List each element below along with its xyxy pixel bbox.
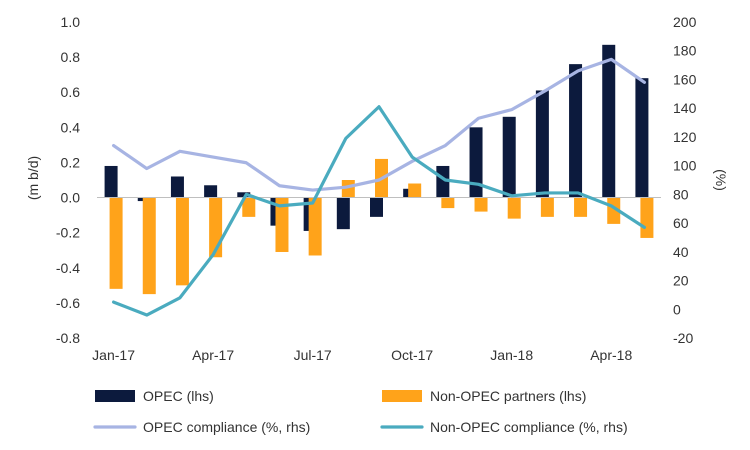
bar-non-opec-2 — [175, 197, 189, 286]
x-tick-label: Oct-17 — [391, 347, 433, 363]
left-tick-label: 1.0 — [61, 14, 81, 30]
legend-label-opec: OPEC (lhs) — [143, 388, 214, 404]
left-tick-label: 0.8 — [61, 49, 81, 65]
right-tick-label: 180 — [673, 43, 697, 59]
bar-non-opec-6 — [308, 197, 322, 256]
left-tick-label: -0.8 — [56, 330, 80, 346]
legend-label-opec-compliance: OPEC compliance (%, rhs) — [143, 419, 310, 435]
bar-non-opec-14 — [574, 197, 588, 217]
right-tick-label: 160 — [673, 71, 697, 87]
bar-non-opec-16 — [640, 197, 654, 238]
bar-opec-7 — [336, 197, 350, 230]
bar-opec-11 — [469, 127, 483, 198]
bar-opec-15 — [602, 44, 616, 198]
bar-opec-13 — [535, 90, 549, 198]
bar-opec-16 — [635, 78, 649, 198]
line-opec-compliance — [111, 57, 647, 192]
legend-swatch-non-opec-partners — [382, 390, 422, 402]
left-tick-label: 0.0 — [61, 190, 81, 206]
line-non-opec-compliance — [111, 105, 647, 317]
right-tick-label: 40 — [673, 244, 689, 260]
left-tick-label: 0.4 — [61, 119, 81, 135]
bar-group — [97, 44, 661, 295]
left-tick-label: 0.6 — [61, 84, 81, 100]
bar-non-opec-13 — [540, 197, 554, 217]
right-tick-label: 100 — [673, 158, 697, 174]
bar-non-opec-11 — [474, 197, 488, 212]
x-axis: Jan-17 Apr-17 Jul-17 Oct-17 Jan-18 Apr-18 — [92, 347, 632, 363]
left-tick-label: -0.4 — [56, 260, 80, 276]
bar-opec-3 — [204, 185, 218, 198]
x-tick-label: Jan-17 — [92, 347, 135, 363]
legend-label-non-opec-compliance: Non-OPEC compliance (%, rhs) — [430, 419, 628, 435]
y-axis-title-right: (%) — [713, 169, 729, 191]
legend: OPEC (lhs) Non-OPEC partners (lhs) OPEC co… — [93, 388, 628, 435]
left-tick-label: -0.2 — [56, 225, 80, 241]
legend-label-non-opec-partners: Non-OPEC partners (lhs) — [430, 388, 586, 404]
bar-non-opec-1 — [142, 197, 156, 295]
right-tick-label: 200 — [673, 14, 697, 30]
right-tick-label: 120 — [673, 129, 697, 145]
bar-non-opec-5 — [275, 197, 289, 252]
left-axis: 1.0 0.8 0.6 0.4 0.2 0.0 -0.2 -0.4 -0.6 -0.8 — [56, 14, 80, 346]
bar-opec-12 — [502, 116, 516, 198]
x-tick-label: Apr-18 — [590, 347, 632, 363]
y-axis-title-left: (m b/d) — [25, 156, 41, 200]
right-tick-label: 140 — [673, 100, 697, 116]
x-tick-label: Apr-17 — [192, 347, 234, 363]
bar-opec-2 — [170, 176, 184, 198]
bar-opec-0 — [104, 165, 118, 198]
bar-non-opec-0 — [109, 197, 123, 289]
x-tick-label: Jan-18 — [490, 347, 533, 363]
right-tick-label: 20 — [673, 273, 689, 289]
bar-opec-4 — [237, 192, 251, 198]
x-tick-label: Jul-17 — [294, 347, 332, 363]
bar-opec-10 — [436, 165, 450, 198]
right-tick-label: 80 — [673, 186, 689, 202]
bar-opec-8 — [370, 197, 383, 217]
line-group — [111, 57, 647, 317]
left-tick-label: -0.6 — [56, 295, 80, 311]
left-tick-label: 0.2 — [61, 154, 81, 170]
right-tick-label: 60 — [673, 215, 689, 231]
bar-non-opec-4 — [242, 197, 256, 217]
right-tick-label: -20 — [673, 330, 693, 346]
bar-non-opec-10 — [441, 197, 455, 209]
bar-opec-14 — [569, 64, 583, 198]
bar-non-opec-12 — [507, 197, 521, 219]
bar-non-opec-9 — [408, 183, 422, 198]
right-tick-label: 0 — [673, 301, 681, 317]
legend-swatch-opec — [95, 390, 135, 402]
